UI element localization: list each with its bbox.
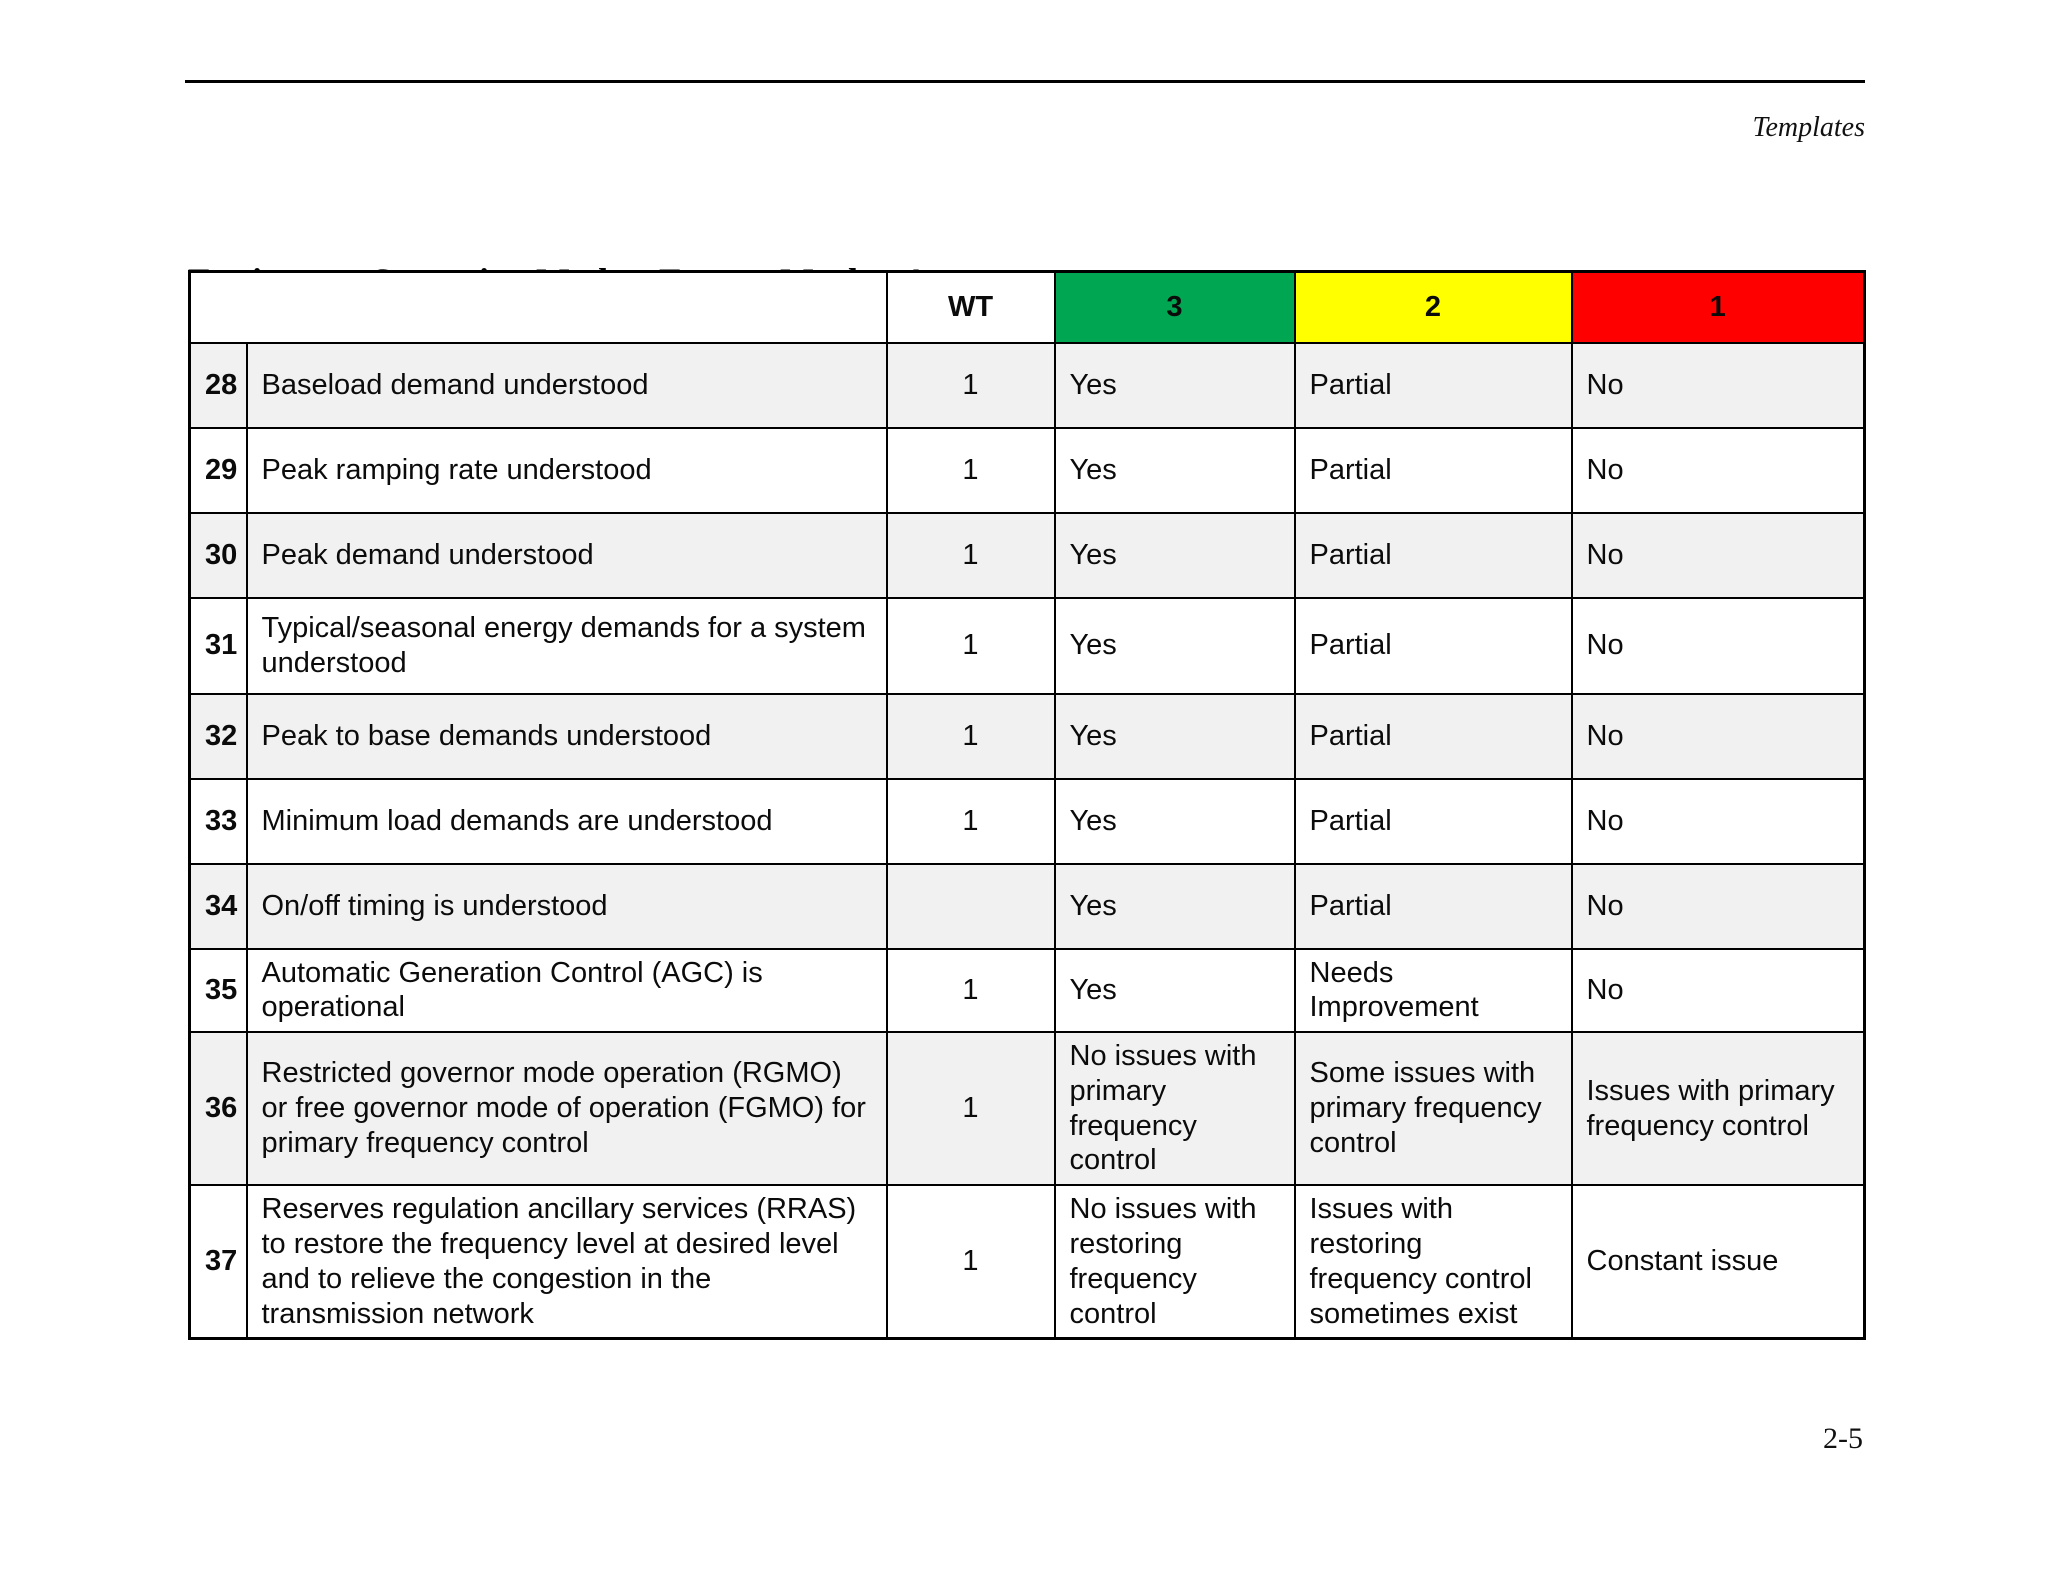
weight-cell: 1 — [885, 692, 1056, 780]
score-1-answer-cell: No — [1570, 862, 1866, 950]
empty-header-cell — [188, 270, 888, 344]
wt-header-cell: WT — [885, 270, 1056, 344]
weight-cell — [885, 862, 1056, 950]
row-number-cell: 37 — [188, 1184, 248, 1340]
score-2-answer-cell: Partial — [1293, 692, 1573, 780]
row-number-cell: 35 — [188, 947, 248, 1034]
score-2-answer-cell: Some issues with primary frequency contr… — [1293, 1031, 1573, 1187]
weight-cell: 1 — [885, 426, 1056, 514]
score-2-answer-cell: Needs Improvement — [1293, 947, 1573, 1034]
row-number-cell: 33 — [188, 777, 248, 865]
running-header-label: Templates — [1752, 112, 1865, 143]
weight-cell: 1 — [885, 1031, 1056, 1187]
table-header: WT 3 2 1 — [188, 270, 1866, 344]
row-number-cell: 34 — [188, 862, 248, 950]
table-row: 31 Typical/seasonal energy demands for a… — [188, 596, 1866, 695]
criterion-description-cell: Peak demand understood — [245, 511, 888, 599]
table-body: 28 Baseload demand understood 1 Yes Part… — [188, 341, 1866, 1340]
criterion-description-cell: Baseload demand understood — [245, 341, 888, 429]
criterion-description-cell: Minimum load demands are understood — [245, 777, 888, 865]
row-number-cell: 30 — [188, 511, 248, 599]
score-3-answer-cell: Yes — [1053, 341, 1296, 429]
table-row: 32 Peak to base demands understood 1 Yes… — [188, 692, 1866, 780]
score-3-answer-cell: Yes — [1053, 862, 1296, 950]
criterion-description-cell: Peak ramping rate understood — [245, 426, 888, 514]
score-3-answer-cell: No issues with primary frequency control — [1053, 1031, 1296, 1187]
row-number-cell: 29 — [188, 426, 248, 514]
criterion-description-cell: Peak to base demands understood — [245, 692, 888, 780]
score-3-answer-cell: Yes — [1053, 511, 1296, 599]
score-2-header-cell: 2 — [1293, 270, 1573, 344]
score-3-answer-cell: Yes — [1053, 947, 1296, 1034]
score-3-answer-cell: Yes — [1053, 426, 1296, 514]
score-2-answer-cell: Partial — [1293, 511, 1573, 599]
score-1-answer-cell: No — [1570, 596, 1866, 695]
table-row: 29 Peak ramping rate understood 1 Yes Pa… — [188, 426, 1866, 514]
criterion-description-cell: Restricted governor mode operation (RGMO… — [245, 1031, 888, 1187]
table-row: 35 Automatic Generation Control (AGC) is… — [188, 947, 1866, 1034]
score-2-answer-cell: Partial — [1293, 862, 1573, 950]
criterion-description-cell: Reserves regulation ancillary services (… — [245, 1184, 888, 1340]
row-number-cell: 32 — [188, 692, 248, 780]
weight-cell: 1 — [885, 947, 1056, 1034]
score-3-answer-cell: Yes — [1053, 777, 1296, 865]
weight-cell: 1 — [885, 341, 1056, 429]
table-row: 34 On/off timing is understood Yes Parti… — [188, 862, 1866, 950]
page-number: 2-5 — [1823, 1422, 1863, 1455]
score-1-answer-cell: No — [1570, 777, 1866, 865]
table-row: 28 Baseload demand understood 1 Yes Part… — [188, 341, 1866, 429]
score-2-answer-cell: Issues with restoring frequency control … — [1293, 1184, 1573, 1340]
score-1-answer-cell: No — [1570, 947, 1866, 1034]
weight-cell: 1 — [885, 596, 1056, 695]
score-3-answer-cell: Yes — [1053, 692, 1296, 780]
table-row: 30 Peak demand understood 1 Yes Partial … — [188, 511, 1866, 599]
score-1-answer-cell: No — [1570, 426, 1866, 514]
score-3-header-cell: 3 — [1053, 270, 1296, 344]
score-2-answer-cell: Partial — [1293, 341, 1573, 429]
weight-cell: 1 — [885, 777, 1056, 865]
row-number-cell: 31 — [188, 596, 248, 695]
score-1-answer-cell: No — [1570, 511, 1866, 599]
score-3-answer-cell: No issues with restoring frequency contr… — [1053, 1184, 1296, 1340]
header-rule — [185, 80, 1865, 83]
score-1-answer-cell: Issues with primary frequency control — [1570, 1031, 1866, 1187]
weight-cell: 1 — [885, 511, 1056, 599]
row-number-cell: 36 — [188, 1031, 248, 1187]
score-1-answer-cell: No — [1570, 341, 1866, 429]
score-3-answer-cell: Yes — [1053, 596, 1296, 695]
table-row: 37 Reserves regulation ancillary service… — [188, 1184, 1866, 1340]
score-2-answer-cell: Partial — [1293, 777, 1573, 865]
criterion-description-cell: Typical/seasonal energy demands for a sy… — [245, 596, 888, 695]
weight-cell: 1 — [885, 1184, 1056, 1340]
criterion-description-cell: Automatic Generation Control (AGC) is op… — [245, 947, 888, 1034]
table-header-row: WT 3 2 1 — [188, 270, 1866, 344]
criterion-description-cell: On/off timing is understood — [245, 862, 888, 950]
table-row: 33 Minimum load demands are understood 1… — [188, 777, 1866, 865]
score-2-answer-cell: Partial — [1293, 426, 1573, 514]
assessment-table: WT 3 2 1 28 Baseload demand understood 1… — [188, 270, 1866, 1341]
score-2-answer-cell: Partial — [1293, 596, 1573, 695]
score-1-header-cell: 1 — [1570, 270, 1866, 344]
table-row: 36 Restricted governor mode operation (R… — [188, 1031, 1866, 1187]
score-1-answer-cell: No — [1570, 692, 1866, 780]
score-1-answer-cell: Constant issue — [1570, 1184, 1866, 1340]
row-number-cell: 28 — [188, 341, 248, 429]
